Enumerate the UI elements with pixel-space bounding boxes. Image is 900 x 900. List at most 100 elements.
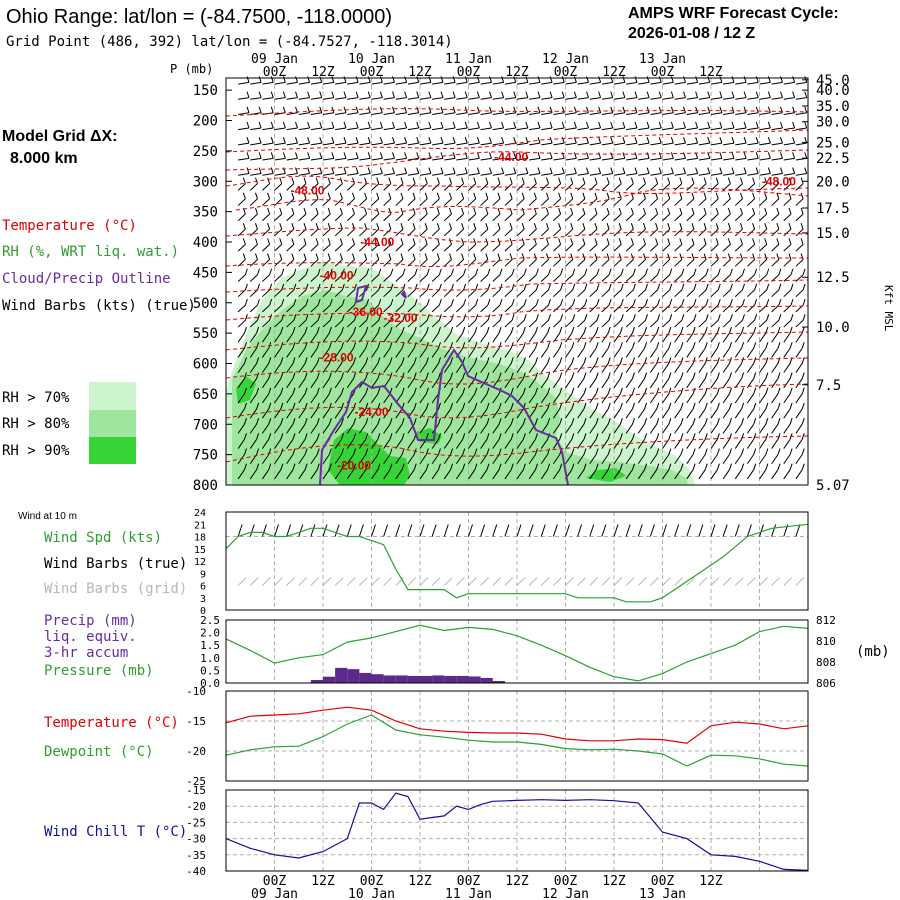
- wind-barb: [771, 173, 783, 176]
- wind-barb-flag: [270, 137, 274, 144]
- wind-barb: [686, 274, 695, 282]
- wind-barb-flag: [537, 76, 541, 83]
- wind-barb-grid: [613, 577, 623, 586]
- wind-barb-flag: [449, 253, 452, 260]
- wind-barb: [407, 378, 415, 389]
- wind-barb-flag: [719, 167, 723, 174]
- wind-barb-flag: [594, 238, 598, 245]
- wind-barb-flag: [778, 298, 782, 306]
- wind-barb: [565, 127, 577, 131]
- wind-barb: [480, 347, 488, 358]
- wind-barb: [747, 198, 755, 206]
- wind-barb-flag: [546, 223, 549, 230]
- wind-barb: [650, 97, 662, 100]
- wind-barb-flag: [790, 314, 794, 321]
- wind-barb: [795, 378, 803, 389]
- wind-barb: [589, 259, 598, 267]
- wind-barb: [771, 378, 779, 389]
- legend-rh90-swatch: [89, 437, 136, 464]
- wind-barb-flag: [461, 253, 465, 260]
- wind-barb-flag: [753, 372, 757, 379]
- wind-barb: [334, 289, 343, 298]
- wind-barb: [577, 439, 585, 449]
- wind-barb: [662, 173, 674, 176]
- wind-barb-flag: [634, 76, 638, 83]
- wind-chill-line: [225, 792, 809, 871]
- precip-pressure-frame: [225, 619, 809, 684]
- wind-barb-flag: [752, 192, 756, 199]
- wind-barb-flag: [692, 433, 696, 440]
- wind-barb-flag: [670, 152, 674, 159]
- wind-barb-grid: [674, 577, 683, 586]
- wind-barb-flag: [572, 268, 576, 275]
- wind-barb-flag: [462, 387, 466, 394]
- height-tick-label: 35.0: [816, 99, 850, 115]
- wind-barb: [456, 112, 468, 115]
- wind-barb-flag: [293, 268, 297, 275]
- wind-barb: [359, 274, 367, 282]
- wind-barb: [274, 289, 283, 298]
- wind-barb-flag: [573, 167, 577, 174]
- wind-barb-flag: [707, 76, 711, 83]
- wind-barb: [516, 423, 524, 434]
- wind-barb-flag: [764, 238, 768, 245]
- wind-barb: [577, 112, 589, 115]
- wind-barb: [395, 243, 404, 252]
- wind-barb-flag: [291, 192, 295, 199]
- precip-bar: [492, 680, 505, 683]
- wind-barb: [710, 347, 718, 358]
- pressure-unit-label: (mb): [856, 644, 890, 660]
- wind-barb: [637, 304, 646, 313]
- wind-barb: [783, 439, 791, 449]
- wind-barb-grid: [601, 577, 611, 586]
- wind-barb-flag: [598, 106, 602, 113]
- wind-barb-grid: [516, 577, 526, 586]
- wind-barb: [783, 81, 795, 85]
- wind-barb: [746, 393, 755, 404]
- wind-barb: [286, 157, 298, 161]
- wind-barb-flag: [436, 207, 440, 215]
- wind-barb: [238, 127, 250, 131]
- wind-barb-flag: [329, 298, 333, 306]
- wind-barb-flag: [668, 433, 672, 440]
- wind-barb: [504, 198, 513, 206]
- wind-barb: [346, 378, 355, 389]
- wind-barb: [492, 304, 501, 313]
- wind-barb-grid: [492, 577, 502, 586]
- wind-barb-flag: [572, 314, 576, 321]
- wind-barb-flag: [486, 387, 490, 394]
- wind-barb: [601, 173, 613, 176]
- wind-barb: [674, 112, 686, 115]
- wind-barb-flag: [317, 314, 321, 321]
- wind-barb-flag: [328, 448, 332, 455]
- wind-barb: [735, 142, 747, 146]
- wind-barb: [759, 469, 767, 480]
- wind-barb: [407, 243, 416, 252]
- wind-barb: [444, 97, 456, 100]
- wind-barb-flag: [741, 326, 745, 334]
- wind-barb-flag: [279, 207, 283, 215]
- wind-barb: [674, 81, 686, 85]
- wind-barb: [310, 393, 318, 404]
- wind-barb: [541, 142, 553, 146]
- temp-contour: [225, 256, 809, 267]
- wind-barb-flag: [404, 137, 408, 144]
- wind-barb-flag: [476, 137, 480, 144]
- wind-barb-flag: [570, 192, 574, 199]
- wind-chill-panel: Wind Chill T (°C) -15-20-25-30-35-40: [44, 784, 809, 878]
- wind-barb: [359, 127, 371, 131]
- precip-bar: [456, 675, 469, 683]
- wind-barb: [238, 173, 250, 176]
- wind-barb-flag: [449, 207, 452, 215]
- wind-barb-flag: [622, 152, 626, 159]
- wind-barb: [601, 213, 610, 222]
- wind-barb: [577, 259, 586, 267]
- wind-barb: [468, 112, 480, 115]
- wind-barb: [238, 157, 250, 161]
- wind-barb: [759, 243, 768, 252]
- wind-barb: [407, 393, 415, 404]
- wind-barb-flag: [715, 223, 719, 230]
- wind-barb-flag: [341, 372, 344, 379]
- wind-barb-flag: [658, 91, 662, 98]
- wind-barb-flag: [643, 223, 646, 230]
